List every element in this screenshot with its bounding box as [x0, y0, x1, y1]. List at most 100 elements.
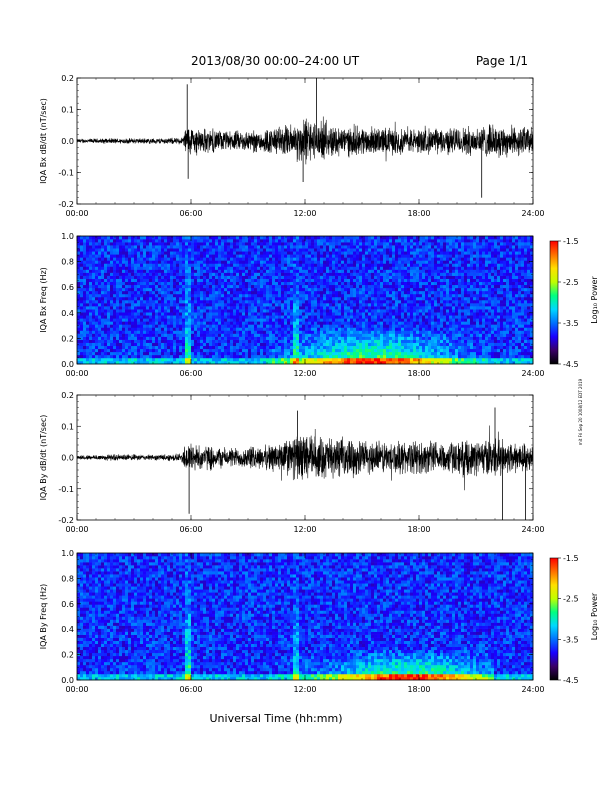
heatmap-cell	[149, 281, 153, 286]
heatmap-cell	[422, 357, 426, 362]
heatmap-cell	[158, 351, 162, 356]
heatmap-cell	[347, 263, 351, 267]
heatmap-cell	[149, 300, 153, 304]
heatmap-cell	[413, 284, 417, 289]
heatmap-cell	[155, 348, 159, 353]
heatmap-cell	[281, 260, 285, 264]
heatmap-cell	[146, 333, 150, 337]
heatmap-cell	[332, 351, 336, 356]
heatmap-cell	[389, 330, 393, 334]
heatmap-cell	[170, 266, 174, 270]
heatmap-cell	[314, 290, 318, 295]
heatmap-cell	[308, 321, 312, 325]
heatmap-cell	[140, 296, 144, 301]
heatmap-cell	[206, 263, 210, 267]
heatmap-cell	[215, 287, 219, 292]
heatmap-cell	[323, 357, 327, 362]
heatmap-cell	[242, 300, 246, 304]
heatmap-cell	[389, 315, 393, 319]
heatmap-cell	[80, 260, 84, 264]
heatmap-cell	[302, 254, 306, 258]
heatmap-cell	[407, 342, 411, 347]
heatmap-cell	[167, 357, 171, 362]
heatmap-cell	[374, 284, 378, 289]
heatmap-cell	[95, 342, 99, 347]
heatmap-cell	[92, 354, 96, 359]
heatmap-cell	[371, 330, 375, 334]
heatmap-cell	[80, 275, 84, 279]
heatmap-cell	[197, 336, 201, 340]
heatmap-cell	[371, 257, 375, 261]
heatmap-cell	[380, 266, 384, 270]
heatmap-cell	[203, 330, 207, 334]
heatmap-cell	[137, 351, 141, 356]
heatmap-cell	[314, 284, 318, 289]
heatmap-cell	[239, 321, 243, 325]
heatmap-cell	[266, 303, 270, 307]
heatmap-cell	[320, 354, 324, 359]
heatmap-cell	[146, 330, 150, 334]
heatmap-cell	[365, 303, 369, 307]
heatmap-cell	[392, 339, 396, 343]
heatmap-cell	[89, 327, 93, 331]
heatmap-cell	[269, 287, 273, 292]
heatmap-cell	[224, 242, 228, 246]
heatmap-cell	[407, 315, 411, 319]
heatmap-cell	[350, 300, 354, 304]
heatmap-cell	[350, 251, 354, 255]
heatmap-cell	[341, 330, 345, 334]
heatmap-cell	[347, 312, 351, 316]
heatmap-cell	[242, 290, 246, 295]
heatmap-cell	[329, 345, 333, 350]
heatmap-cell	[368, 345, 372, 350]
heatmap-cell	[245, 293, 249, 298]
heatmap-cell	[290, 239, 294, 243]
heatmap-cell	[233, 315, 237, 319]
heatmap-cell	[284, 309, 288, 313]
heatmap-cell	[326, 281, 330, 286]
heatmap-cell	[278, 266, 282, 270]
heatmap-cell	[176, 336, 180, 340]
heatmap-cell	[380, 245, 384, 249]
heatmap-cell	[395, 315, 399, 319]
heatmap-cell	[149, 327, 153, 331]
heatmap-cell	[245, 348, 249, 353]
heatmap-cell	[374, 324, 378, 328]
heatmap-cell	[137, 345, 141, 350]
heatmap-cell	[248, 318, 252, 322]
heatmap-cell	[209, 330, 213, 334]
heatmap-cell	[389, 296, 393, 301]
heatmap-cell	[131, 303, 135, 307]
heatmap-cell	[227, 354, 231, 359]
heatmap-cell	[368, 333, 372, 337]
heatmap-cell	[257, 290, 261, 295]
heatmap-cell	[230, 345, 234, 350]
heatmap-cell	[329, 266, 333, 270]
heatmap-cell	[98, 300, 102, 304]
heatmap-cell	[335, 336, 339, 340]
heatmap-cell	[353, 236, 357, 240]
heatmap-cell	[209, 272, 213, 276]
heatmap-cell	[131, 312, 135, 316]
heatmap-cell	[407, 351, 411, 356]
heatmap-cell	[257, 281, 261, 286]
heatmap-cell	[209, 275, 213, 279]
heatmap-cell	[266, 345, 270, 350]
heatmap-cell	[185, 348, 189, 353]
heatmap-cell	[260, 260, 264, 264]
heatmap-cell	[362, 245, 366, 249]
heatmap-cell	[239, 336, 243, 340]
heatmap-cell	[104, 245, 108, 249]
heatmap-cell	[371, 287, 375, 292]
heatmap-cell	[236, 257, 240, 261]
heatmap-cell	[173, 290, 177, 295]
heatmap-cell	[290, 309, 294, 313]
heatmap-cell	[308, 296, 312, 301]
heatmap-cell	[305, 330, 309, 334]
heatmap-cell	[395, 303, 399, 307]
heatmap-cell	[116, 360, 120, 365]
heatmap-cell	[215, 236, 219, 240]
heatmap-cell	[410, 357, 414, 362]
heatmap-cell	[263, 300, 267, 304]
heatmap-cell	[146, 236, 150, 240]
